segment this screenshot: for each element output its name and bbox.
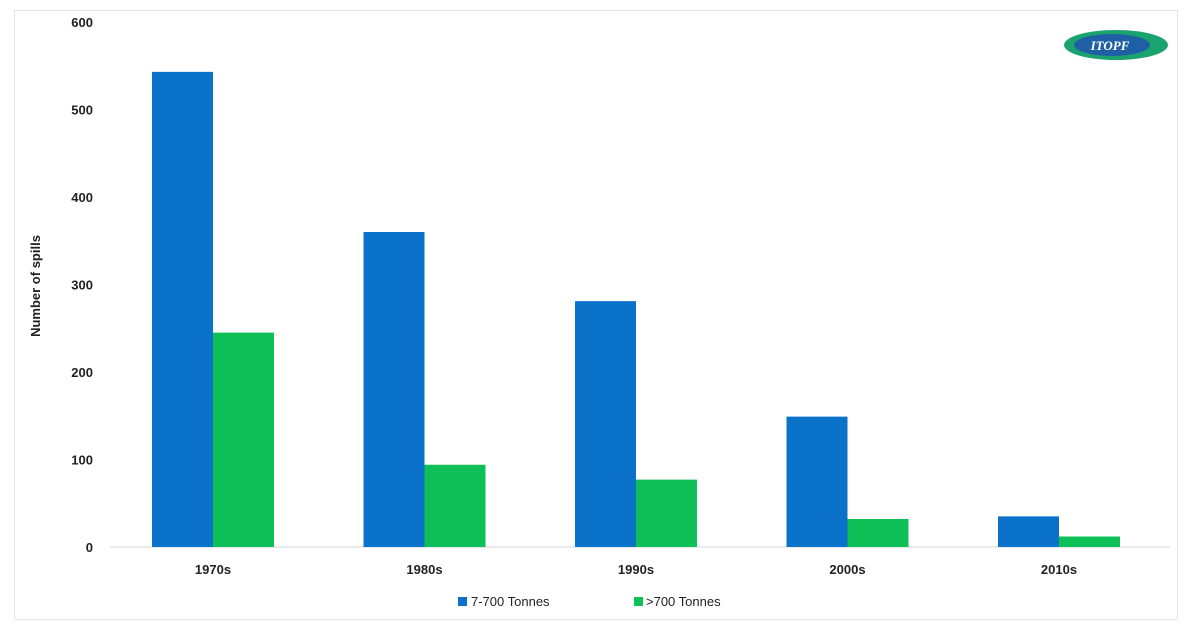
itopf-logo: ITOPF [1064,30,1168,60]
bar-1980s-series-0 [363,232,425,547]
y-axis-ticks: 0 100 200 300 400 500 600 [71,15,93,555]
bar-1980s-series-1 [424,464,486,547]
y-tick-label: 100 [71,453,93,468]
bar-2000s-series-1 [847,519,909,547]
legend: 7-700 Tonnes >700 Tonnes [458,594,721,609]
y-tick-label: 500 [71,103,93,118]
x-axis-ticks: 1970s 1980s 1990s 2000s 2010s [195,562,1077,577]
bar-1990s-series-0 [575,301,636,547]
legend-swatch-over-700-tonnes [634,597,643,606]
y-tick-label: 300 [71,278,93,293]
bar-1970s-series-1 [213,332,274,547]
logo-text: ITOPF [1090,38,1130,53]
y-axis-title: Number of spills [28,235,43,337]
y-tick-label: 200 [71,365,93,380]
x-tick-label: 1990s [618,562,654,577]
y-tick-label: 0 [86,540,93,555]
x-tick-label: 2000s [829,562,865,577]
x-tick-label: 1970s [195,562,231,577]
chart-frame [14,10,1178,620]
logo-inner-ellipse [1074,34,1150,56]
bar-1990s-series-1 [636,479,697,547]
legend-label-7-700-tonnes: 7-700 Tonnes [471,594,550,609]
bar-1970s-series-0 [152,71,213,547]
y-tick-label: 400 [71,190,93,205]
y-tick-label: 600 [71,15,93,30]
x-tick-label: 1980s [406,562,442,577]
bars [152,71,1120,547]
legend-swatch-7-700-tonnes [458,597,467,606]
bar-2000s-series-0 [786,416,848,547]
bar-2010s-series-1 [1059,536,1120,547]
legend-label-over-700-tonnes: >700 Tonnes [646,594,721,609]
x-tick-label: 2010s [1041,562,1077,577]
bar-2010s-series-0 [998,516,1059,547]
